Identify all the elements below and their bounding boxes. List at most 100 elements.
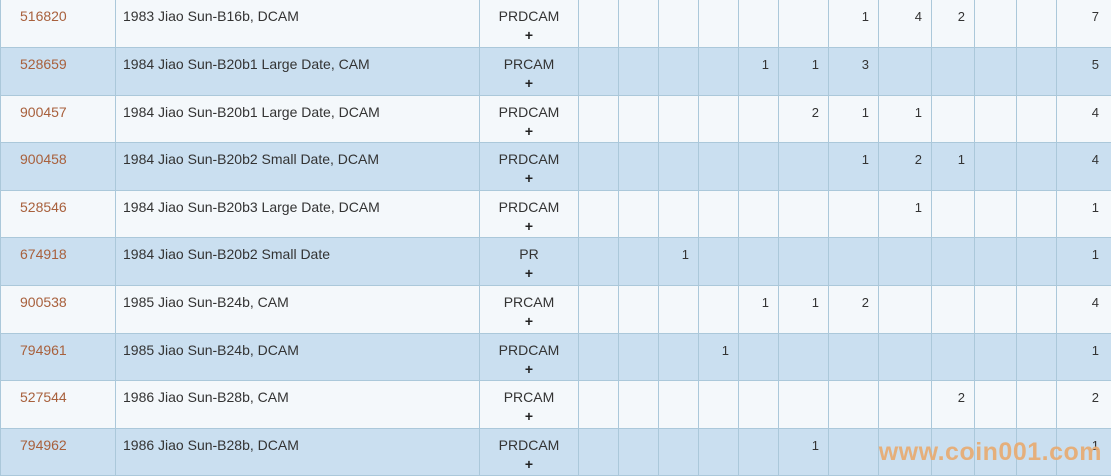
grade-count-cell xyxy=(618,285,659,334)
designation-label: PRDCAM xyxy=(498,198,560,215)
plus-sign: + xyxy=(524,170,534,187)
cert-number-link[interactable]: 900458 xyxy=(20,151,67,168)
cert-number-link[interactable]: 527544 xyxy=(20,389,67,406)
grade-count-cell xyxy=(658,94,699,144)
grade-count-cell: 1 xyxy=(738,285,779,334)
table-row: 794961 1985 Jiao Sun-B24b, DCAM PRDCAM +… xyxy=(0,332,1111,382)
designation-label: PRDCAM xyxy=(498,103,560,120)
grade-count-cell xyxy=(931,47,975,96)
grade-count-cell xyxy=(698,285,739,334)
plus-sign: + xyxy=(524,408,534,425)
table-row: 528546 1984 Jiao Sun-B20b3 Large Date, D… xyxy=(0,189,1111,239)
grade-count-cell xyxy=(974,380,1017,429)
coin-description: 1984 Jiao Sun-B20b2 Small Date xyxy=(115,237,480,287)
grade-count-cell xyxy=(658,285,699,334)
grade-count-cell xyxy=(1016,189,1057,239)
table-row: 674918 1984 Jiao Sun-B20b2 Small Date PR… xyxy=(0,237,1111,287)
grade-count-cell xyxy=(778,332,829,382)
grade-count-cell xyxy=(828,237,879,287)
grade-count-cell xyxy=(618,332,659,382)
designation-cell: PRDCAM + xyxy=(479,0,579,49)
cert-number-link[interactable]: 900538 xyxy=(20,294,67,311)
grade-count-cell: 3 xyxy=(828,47,879,96)
grade-count-cell xyxy=(578,332,619,382)
designation-label: PRDCAM xyxy=(498,8,560,24)
cert-number-cell: 674918 xyxy=(0,237,116,287)
table-row: 900458 1984 Jiao Sun-B20b2 Small Date, D… xyxy=(0,142,1111,191)
grade-count-cell xyxy=(698,427,739,476)
grade-count-cell xyxy=(618,189,659,239)
grade-count-cell xyxy=(578,380,619,429)
grade-count-cell xyxy=(578,94,619,144)
grade-count-cell xyxy=(974,47,1017,96)
grade-count-cell xyxy=(778,189,829,239)
coin-description: 1985 Jiao Sun-B24b, DCAM xyxy=(115,332,480,382)
cert-number-link[interactable]: 516820 xyxy=(20,8,67,24)
grade-count-cell xyxy=(738,237,779,287)
cert-number-link[interactable]: 528546 xyxy=(20,198,67,215)
plus-sign: + xyxy=(524,122,534,139)
grade-count-cell: 1 xyxy=(828,0,879,49)
coin-description: 1984 Jiao Sun-B20b2 Small Date, DCAM xyxy=(115,142,480,191)
grade-count-cell xyxy=(1016,427,1057,476)
cert-number-cell: 516820 xyxy=(0,0,116,49)
grade-count-cell xyxy=(578,47,619,96)
coin-description: 1984 Jiao Sun-B20b3 Large Date, DCAM xyxy=(115,189,480,239)
grade-total-cell: 5 xyxy=(1056,47,1111,96)
coin-description: 1984 Jiao Sun-B20b1 Large Date, DCAM xyxy=(115,94,480,144)
grade-count-cell xyxy=(658,332,699,382)
grade-count-cell xyxy=(658,427,699,476)
cert-number-link[interactable]: 674918 xyxy=(20,246,67,263)
table-row: 527544 1986 Jiao Sun-B28b, CAM PRCAM + 2… xyxy=(0,380,1111,429)
grade-count-cell xyxy=(658,380,699,429)
grade-count-cell xyxy=(878,332,932,382)
cert-number-cell: 900458 xyxy=(0,142,116,191)
grade-count-cell xyxy=(578,427,619,476)
grade-count-cell xyxy=(778,237,829,287)
table-row: 528659 1984 Jiao Sun-B20b1 Large Date, C… xyxy=(0,47,1111,96)
grade-count-cell xyxy=(658,142,699,191)
grade-count-cell: 1 xyxy=(828,94,879,144)
grade-count-cell: 1 xyxy=(828,142,879,191)
grade-total-cell: 2 xyxy=(1056,380,1111,429)
grade-count-cell xyxy=(878,47,932,96)
grade-count-cell: 2 xyxy=(878,142,932,191)
table-row: 516820 1983 Jiao Sun-B16b, DCAM PRDCAM +… xyxy=(0,0,1111,49)
grade-count-cell: 4 xyxy=(878,0,932,49)
grade-count-cell: 1 xyxy=(878,189,932,239)
grade-count-cell xyxy=(974,285,1017,334)
cert-number-link[interactable]: 794962 xyxy=(20,436,67,453)
designation-label: PRCAM xyxy=(503,389,555,406)
grade-count-cell xyxy=(1016,285,1057,334)
grade-count-cell xyxy=(578,189,619,239)
grade-count-cell: 1 xyxy=(778,427,829,476)
cert-number-link[interactable]: 794961 xyxy=(20,341,67,358)
coin-description: 1985 Jiao Sun-B24b, CAM xyxy=(115,285,480,334)
grade-count-cell xyxy=(698,47,739,96)
coin-description: 1986 Jiao Sun-B28b, DCAM xyxy=(115,427,480,476)
coin-description: 1984 Jiao Sun-B20b1 Large Date, CAM xyxy=(115,47,480,96)
grade-count-cell xyxy=(738,427,779,476)
grade-count-cell xyxy=(738,0,779,49)
grade-count-cell xyxy=(828,427,879,476)
grade-count-cell xyxy=(878,285,932,334)
grade-count-cell xyxy=(618,380,659,429)
grade-total-cell: 1 xyxy=(1056,427,1111,476)
grade-count-cell xyxy=(931,332,975,382)
grade-count-cell xyxy=(974,237,1017,287)
grade-count-cell xyxy=(878,380,932,429)
plus-sign: + xyxy=(524,313,534,330)
grade-count-cell xyxy=(698,237,739,287)
grade-count-cell xyxy=(578,237,619,287)
grade-count-cell xyxy=(828,380,879,429)
grade-count-cell xyxy=(974,94,1017,144)
grade-count-cell: 1 xyxy=(738,47,779,96)
cert-number-link[interactable]: 900457 xyxy=(20,103,67,120)
designation-cell: PR + xyxy=(479,237,579,287)
grade-count-cell xyxy=(974,427,1017,476)
grade-count-cell xyxy=(618,94,659,144)
cert-number-link[interactable]: 528659 xyxy=(20,56,67,73)
grade-count-cell xyxy=(738,94,779,144)
grade-count-cell xyxy=(618,0,659,49)
